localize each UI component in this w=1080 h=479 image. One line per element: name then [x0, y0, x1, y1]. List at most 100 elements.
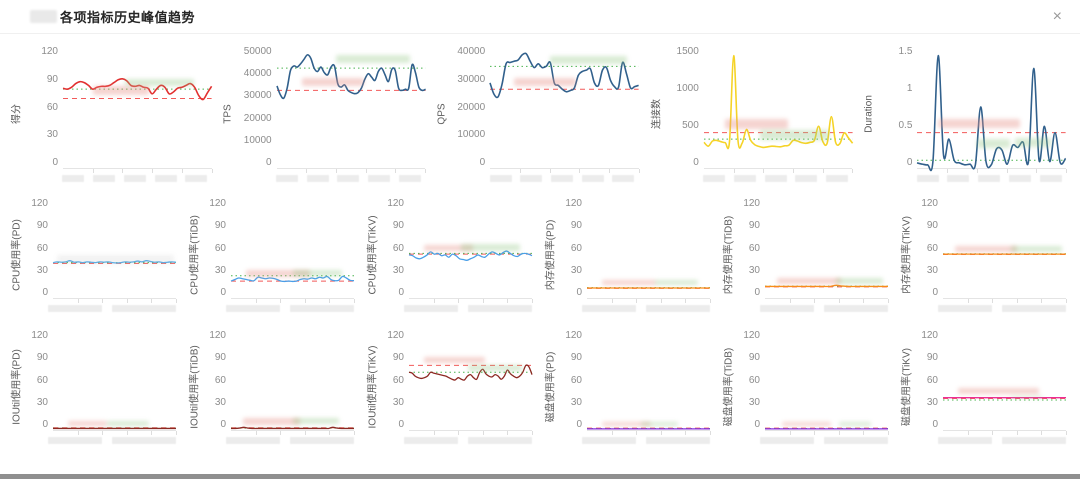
y-tick-label: 1	[906, 83, 913, 94]
redacted-x-label	[1008, 174, 1031, 182]
x-axis-labels-redacted	[582, 304, 710, 312]
y-axis-label: Duration	[863, 95, 875, 133]
y-axis-ticks: 120 90 60 30 0	[377, 198, 409, 298]
chart-cell: 磁盘使用率(TiDB) 120 90 60 30 0	[718, 320, 896, 444]
y-tick-label: 120	[565, 198, 582, 209]
redacted-x-label	[646, 436, 710, 444]
y-axis-ticks: 120 90 60 30 0	[199, 198, 231, 298]
redacted-x-label	[582, 304, 636, 312]
x-tick	[102, 431, 104, 435]
y-axis-ticks: 50000 40000 30000 20000 10000 0	[235, 46, 277, 168]
x-tick	[255, 299, 257, 303]
y-axis-label: IOUtil使用率(TiDB)	[189, 345, 200, 429]
y-tick-label: 120	[743, 330, 760, 341]
line-chart-plot	[704, 46, 853, 173]
x-axis-labels-redacted	[760, 304, 888, 312]
y-tick-label: 60	[36, 242, 48, 254]
x-tick	[354, 431, 355, 435]
y-tick-label: 60	[214, 374, 226, 386]
y-tick-label: 120	[31, 198, 48, 209]
y-tick-label: 1000	[676, 83, 699, 94]
chart-cell: 内存使用率(TiKV) 120 90 60 30 0	[896, 188, 1074, 312]
y-tick-label: 0	[906, 157, 913, 168]
y-tick-label: 60	[926, 242, 938, 254]
redacted-x-label	[1002, 304, 1066, 312]
x-tick	[1041, 431, 1043, 435]
x-tick	[482, 431, 484, 435]
x-axis-labels-redacted	[226, 304, 354, 312]
y-tick-label: 90	[214, 352, 226, 364]
y-axis-label: CPU使用率(TiKV)	[367, 215, 378, 295]
y-tick-label: 0.5	[898, 120, 913, 131]
x-tick	[976, 169, 978, 173]
y-tick-label: 30	[748, 396, 760, 408]
redacted-x-label	[760, 304, 814, 312]
x-tick	[395, 169, 397, 173]
line-chart-plot	[917, 46, 1066, 173]
y-tick-label: 30	[926, 264, 938, 276]
line-chart-plot	[587, 198, 711, 303]
redacted-x-label	[733, 174, 756, 182]
x-tick	[609, 169, 611, 173]
x-tick	[888, 299, 889, 303]
y-tick-label: 120	[921, 330, 938, 341]
y-tick-label: 0	[42, 419, 48, 430]
series-path	[917, 56, 1066, 171]
close-icon[interactable]: ×	[1049, 7, 1066, 27]
y-tick-label: 20000	[457, 101, 486, 113]
redacted-x-label	[404, 436, 458, 444]
y-tick-label: 30	[570, 264, 582, 276]
chart-row-3: IOUtil使用率(PD) 120 90 60 30 0 IOUtil使用率(TiDB)…	[6, 320, 1074, 444]
x-axis-labels-redacted	[760, 436, 888, 444]
redacted-x-label	[226, 436, 280, 444]
line-chart-plot	[765, 330, 889, 435]
y-tick-label: 10000	[243, 134, 272, 146]
redacted-x-label	[185, 174, 208, 182]
x-tick	[579, 169, 581, 173]
redacted-x-label	[824, 436, 888, 444]
x-tick	[532, 299, 533, 303]
x-tick	[336, 169, 338, 173]
x-tick	[636, 299, 638, 303]
x-tick	[152, 169, 154, 173]
redacted-x-label	[938, 436, 992, 444]
x-tick	[433, 299, 435, 303]
x-axis-labels-redacted	[485, 174, 639, 182]
x-axis-labels-redacted	[226, 436, 354, 444]
x-tick	[102, 299, 104, 303]
redacted-x-label	[290, 304, 354, 312]
y-tick-label: 120	[921, 198, 938, 209]
y-axis-ticks: 120 90 60 30 0	[911, 198, 943, 298]
redacted-x-label	[226, 304, 280, 312]
chart-cell: 得分 120 90 60 30 0	[6, 36, 220, 182]
y-tick-label: 90	[570, 352, 582, 364]
x-tick	[354, 299, 355, 303]
x-tick	[852, 169, 854, 173]
line-chart-plot	[409, 198, 533, 303]
y-tick-label: 40000	[243, 68, 272, 80]
y-tick-label: 0	[576, 287, 582, 298]
line-chart-plot	[63, 46, 212, 173]
chart-cell: 连接数 1500 1000 500 0	[647, 36, 861, 182]
x-tick	[1016, 299, 1018, 303]
y-tick-label: 0	[398, 287, 404, 298]
x-tick	[685, 431, 687, 435]
line-chart-plot	[490, 46, 640, 173]
chart-cell: Duration 1.5 1 0.5 0	[860, 36, 1074, 182]
x-axis-labels-redacted	[58, 174, 212, 182]
y-tick-label: 0	[754, 419, 760, 430]
y-tick-label: 60	[570, 242, 582, 254]
redacted-x-label	[646, 304, 710, 312]
x-tick	[1066, 299, 1067, 303]
redacted-x-label	[337, 174, 360, 182]
y-tick-label: 60	[36, 374, 48, 386]
x-tick	[329, 299, 331, 303]
x-tick	[992, 299, 994, 303]
x-tick	[176, 431, 177, 435]
x-tick	[280, 299, 282, 303]
y-axis-label: IOUtil使用率(PD)	[11, 349, 22, 425]
chart-cell: CPU使用率(PD) 120 90 60 30 0	[6, 188, 184, 312]
chart-cell: 磁盘使用率(PD) 120 90 60 30 0	[540, 320, 718, 444]
line-chart-plot	[231, 198, 355, 303]
